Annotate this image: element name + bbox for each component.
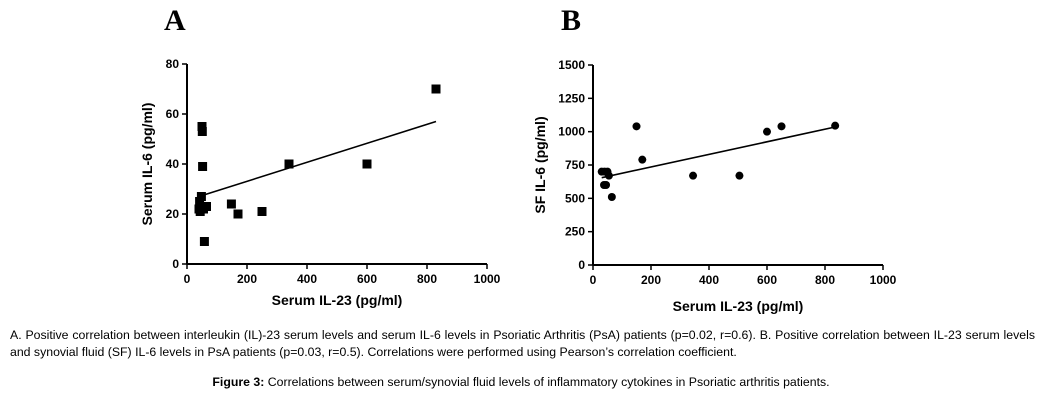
figure-title-text: Correlations between serum/synovial flui… (264, 375, 830, 389)
figure-caption: A. Positive correlation between interleu… (10, 328, 1035, 359)
data-point (362, 159, 372, 169)
x-tick-label: 800 (417, 272, 437, 286)
trend-line (198, 120, 437, 198)
y-tick-label: 1250 (558, 91, 585, 105)
figure-title: Figure 3: Correlations between serum/syn… (0, 375, 1042, 389)
data-point (602, 181, 611, 189)
data-point (195, 197, 205, 206)
y-tick-label: 0 (578, 258, 585, 272)
x-tick-label: 800 (815, 273, 835, 287)
x-tick-label: 600 (757, 273, 777, 287)
data-point (831, 121, 840, 130)
trend-line (601, 126, 836, 179)
panel-label-b: B (561, 4, 582, 37)
y-tick-label: 0 (172, 257, 179, 271)
x-axis-title: Serum IL-23 (pg/ml) (272, 292, 403, 308)
data-point (197, 122, 207, 131)
y-tick-label: 20 (166, 207, 180, 221)
data-point (196, 192, 206, 201)
y-tick-label: 40 (166, 157, 180, 171)
data-point (604, 171, 613, 180)
data-point (284, 159, 294, 169)
y-tick-label: 1000 (558, 125, 585, 139)
data-point (763, 127, 771, 136)
data-point (632, 122, 641, 131)
y-tick-label: 60 (166, 107, 180, 121)
data-point (226, 199, 236, 209)
data-point (198, 162, 208, 171)
y-tick-label: 250 (565, 225, 585, 239)
y-axis-title: SF IL-6 (pg/ml) (532, 116, 548, 213)
x-tick-label: 400 (699, 273, 719, 287)
x-axis-title: Serum IL-23 (pg/ml) (673, 298, 804, 314)
x-tick-label: 1000 (474, 272, 501, 286)
data-point (638, 155, 647, 164)
x-tick-label: 0 (184, 272, 191, 286)
data-point (777, 122, 786, 131)
panel-label-a: A (164, 4, 186, 37)
figure-label: Figure 3: (212, 375, 265, 389)
data-point (197, 127, 207, 136)
x-tick-label: 0 (590, 273, 597, 287)
scatter-chart-b: 0 250 500 750 1000 1250 1500 0 200 400 600 800 1000 S… (532, 58, 897, 314)
y-tick-label: 500 (565, 191, 585, 205)
data-point (607, 193, 616, 201)
y-tick-label: 80 (166, 57, 180, 71)
data-point (257, 207, 267, 216)
y-tick-label: 750 (565, 158, 585, 172)
x-tick-label: 600 (357, 272, 377, 286)
x-tick-label: 200 (641, 273, 661, 287)
data-point (202, 202, 211, 211)
data-point (233, 209, 243, 219)
data-point (431, 84, 441, 94)
y-tick-label: 1500 (558, 58, 585, 72)
x-tick-label: 1000 (870, 273, 897, 287)
data-point (735, 171, 744, 180)
y-axis-title: Serum IL-6 (pg/ml) (139, 103, 155, 226)
x-tick-label: 200 (237, 272, 257, 286)
x-tick-label: 400 (297, 272, 317, 286)
data-point (689, 171, 698, 180)
data-point (199, 237, 209, 246)
